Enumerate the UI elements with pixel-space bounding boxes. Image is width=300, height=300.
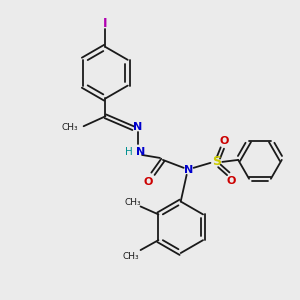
Text: N: N [184, 165, 193, 175]
Text: I: I [103, 17, 108, 30]
Text: O: O [226, 176, 236, 186]
Text: S: S [212, 155, 221, 168]
Text: H: H [125, 147, 133, 157]
Text: CH₃: CH₃ [124, 198, 141, 207]
Text: CH₃: CH₃ [61, 123, 78, 132]
Text: CH₃: CH₃ [122, 251, 139, 260]
Text: N: N [136, 147, 146, 157]
Text: N: N [134, 122, 143, 132]
Text: O: O [220, 136, 229, 146]
Text: O: O [143, 177, 153, 187]
